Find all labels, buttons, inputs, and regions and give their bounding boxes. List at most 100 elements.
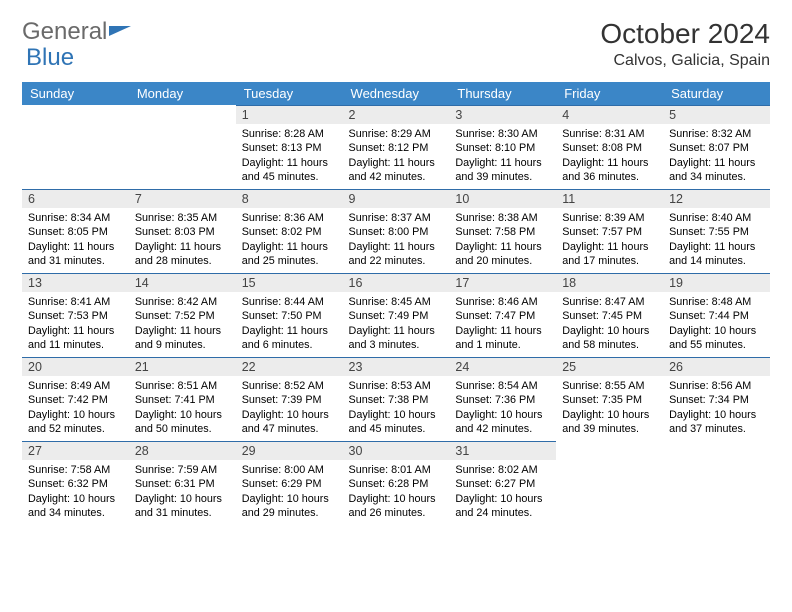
- day-number: 7: [129, 189, 236, 208]
- calendar-cell: 20Sunrise: 8:49 AMSunset: 7:42 PMDayligh…: [22, 357, 129, 441]
- calendar-cell: 29Sunrise: 8:00 AMSunset: 6:29 PMDayligh…: [236, 441, 343, 525]
- day-number: 23: [343, 357, 450, 376]
- day-content: Sunrise: 7:59 AMSunset: 6:31 PMDaylight:…: [129, 460, 236, 523]
- day-number: 19: [663, 273, 770, 292]
- calendar-cell: 19Sunrise: 8:48 AMSunset: 7:44 PMDayligh…: [663, 273, 770, 357]
- calendar-cell: 31Sunrise: 8:02 AMSunset: 6:27 PMDayligh…: [449, 441, 556, 525]
- day-number: 5: [663, 105, 770, 124]
- day-number: 24: [449, 357, 556, 376]
- calendar-cell: 26Sunrise: 8:56 AMSunset: 7:34 PMDayligh…: [663, 357, 770, 441]
- weekday-header: Monday: [129, 82, 236, 105]
- day-content: Sunrise: 8:36 AMSunset: 8:02 PMDaylight:…: [236, 208, 343, 271]
- logo-text-general: General: [22, 18, 107, 46]
- day-number: 29: [236, 441, 343, 460]
- calendar-cell: 2Sunrise: 8:29 AMSunset: 8:12 PMDaylight…: [343, 105, 450, 189]
- day-content: Sunrise: 8:55 AMSunset: 7:35 PMDaylight:…: [556, 376, 663, 439]
- month-title: October 2024: [600, 18, 770, 50]
- calendar-cell: [129, 105, 236, 189]
- calendar-cell: [22, 105, 129, 189]
- day-content: Sunrise: 7:58 AMSunset: 6:32 PMDaylight:…: [22, 460, 129, 523]
- day-content: Sunrise: 8:54 AMSunset: 7:36 PMDaylight:…: [449, 376, 556, 439]
- calendar-cell: 24Sunrise: 8:54 AMSunset: 7:36 PMDayligh…: [449, 357, 556, 441]
- calendar-row: 27Sunrise: 7:58 AMSunset: 6:32 PMDayligh…: [22, 441, 770, 525]
- calendar-cell: 10Sunrise: 8:38 AMSunset: 7:58 PMDayligh…: [449, 189, 556, 273]
- day-number: 9: [343, 189, 450, 208]
- day-number: 3: [449, 105, 556, 124]
- calendar-cell: 1Sunrise: 8:28 AMSunset: 8:13 PMDaylight…: [236, 105, 343, 189]
- day-content: Sunrise: 8:28 AMSunset: 8:13 PMDaylight:…: [236, 124, 343, 187]
- calendar-table: SundayMondayTuesdayWednesdayThursdayFrid…: [22, 82, 770, 525]
- calendar-cell: 3Sunrise: 8:30 AMSunset: 8:10 PMDaylight…: [449, 105, 556, 189]
- day-number: 14: [129, 273, 236, 292]
- day-content: Sunrise: 8:29 AMSunset: 8:12 PMDaylight:…: [343, 124, 450, 187]
- calendar-cell: 4Sunrise: 8:31 AMSunset: 8:08 PMDaylight…: [556, 105, 663, 189]
- calendar-head: SundayMondayTuesdayWednesdayThursdayFrid…: [22, 82, 770, 105]
- day-number: 8: [236, 189, 343, 208]
- day-number: 22: [236, 357, 343, 376]
- day-number: 15: [236, 273, 343, 292]
- weekday-header: Wednesday: [343, 82, 450, 105]
- calendar-cell: 12Sunrise: 8:40 AMSunset: 7:55 PMDayligh…: [663, 189, 770, 273]
- logo-text-blue: Blue: [26, 44, 74, 72]
- day-content: Sunrise: 8:46 AMSunset: 7:47 PMDaylight:…: [449, 292, 556, 355]
- day-number: 13: [22, 273, 129, 292]
- calendar-cell: 14Sunrise: 8:42 AMSunset: 7:52 PMDayligh…: [129, 273, 236, 357]
- day-content: Sunrise: 8:44 AMSunset: 7:50 PMDaylight:…: [236, 292, 343, 355]
- logo: General: [22, 18, 131, 46]
- title-block: October 2024 Calvos, Galicia, Spain: [600, 18, 770, 70]
- header: General October 2024 Calvos, Galicia, Sp…: [22, 18, 770, 70]
- calendar-cell: 21Sunrise: 8:51 AMSunset: 7:41 PMDayligh…: [129, 357, 236, 441]
- day-content: Sunrise: 8:49 AMSunset: 7:42 PMDaylight:…: [22, 376, 129, 439]
- day-content: Sunrise: 8:32 AMSunset: 8:07 PMDaylight:…: [663, 124, 770, 187]
- calendar-cell: 16Sunrise: 8:45 AMSunset: 7:49 PMDayligh…: [343, 273, 450, 357]
- day-content: Sunrise: 8:42 AMSunset: 7:52 PMDaylight:…: [129, 292, 236, 355]
- day-content: Sunrise: 8:53 AMSunset: 7:38 PMDaylight:…: [343, 376, 450, 439]
- day-number: 4: [556, 105, 663, 124]
- calendar-cell: 8Sunrise: 8:36 AMSunset: 8:02 PMDaylight…: [236, 189, 343, 273]
- calendar-cell: [663, 441, 770, 525]
- weekday-header: Tuesday: [236, 82, 343, 105]
- day-content: Sunrise: 8:34 AMSunset: 8:05 PMDaylight:…: [22, 208, 129, 271]
- day-content: Sunrise: 8:48 AMSunset: 7:44 PMDaylight:…: [663, 292, 770, 355]
- calendar-row: 20Sunrise: 8:49 AMSunset: 7:42 PMDayligh…: [22, 357, 770, 441]
- day-number: 12: [663, 189, 770, 208]
- calendar-cell: 27Sunrise: 7:58 AMSunset: 6:32 PMDayligh…: [22, 441, 129, 525]
- day-content: Sunrise: 8:31 AMSunset: 8:08 PMDaylight:…: [556, 124, 663, 187]
- day-number: 17: [449, 273, 556, 292]
- calendar-cell: 6Sunrise: 8:34 AMSunset: 8:05 PMDaylight…: [22, 189, 129, 273]
- calendar-row: 13Sunrise: 8:41 AMSunset: 7:53 PMDayligh…: [22, 273, 770, 357]
- calendar-cell: 22Sunrise: 8:52 AMSunset: 7:39 PMDayligh…: [236, 357, 343, 441]
- calendar-row: 6Sunrise: 8:34 AMSunset: 8:05 PMDaylight…: [22, 189, 770, 273]
- day-content: Sunrise: 8:56 AMSunset: 7:34 PMDaylight:…: [663, 376, 770, 439]
- day-number: 30: [343, 441, 450, 460]
- calendar-cell: 30Sunrise: 8:01 AMSunset: 6:28 PMDayligh…: [343, 441, 450, 525]
- day-number: 20: [22, 357, 129, 376]
- day-content: Sunrise: 8:37 AMSunset: 8:00 PMDaylight:…: [343, 208, 450, 271]
- day-number: 31: [449, 441, 556, 460]
- day-number: 27: [22, 441, 129, 460]
- calendar-cell: 11Sunrise: 8:39 AMSunset: 7:57 PMDayligh…: [556, 189, 663, 273]
- calendar-cell: 23Sunrise: 8:53 AMSunset: 7:38 PMDayligh…: [343, 357, 450, 441]
- day-content: Sunrise: 8:02 AMSunset: 6:27 PMDaylight:…: [449, 460, 556, 523]
- day-content: Sunrise: 8:51 AMSunset: 7:41 PMDaylight:…: [129, 376, 236, 439]
- weekday-header: Thursday: [449, 82, 556, 105]
- day-content: Sunrise: 8:41 AMSunset: 7:53 PMDaylight:…: [22, 292, 129, 355]
- day-content: Sunrise: 8:01 AMSunset: 6:28 PMDaylight:…: [343, 460, 450, 523]
- day-content: Sunrise: 8:00 AMSunset: 6:29 PMDaylight:…: [236, 460, 343, 523]
- calendar-cell: 28Sunrise: 7:59 AMSunset: 6:31 PMDayligh…: [129, 441, 236, 525]
- day-content: Sunrise: 8:39 AMSunset: 7:57 PMDaylight:…: [556, 208, 663, 271]
- day-content: Sunrise: 8:45 AMSunset: 7:49 PMDaylight:…: [343, 292, 450, 355]
- day-number: 16: [343, 273, 450, 292]
- day-number: 2: [343, 105, 450, 124]
- day-content: Sunrise: 8:30 AMSunset: 8:10 PMDaylight:…: [449, 124, 556, 187]
- day-content: Sunrise: 8:47 AMSunset: 7:45 PMDaylight:…: [556, 292, 663, 355]
- calendar-cell: 13Sunrise: 8:41 AMSunset: 7:53 PMDayligh…: [22, 273, 129, 357]
- day-content: Sunrise: 8:38 AMSunset: 7:58 PMDaylight:…: [449, 208, 556, 271]
- calendar-cell: [556, 441, 663, 525]
- calendar-body: 1Sunrise: 8:28 AMSunset: 8:13 PMDaylight…: [22, 105, 770, 525]
- day-number: 25: [556, 357, 663, 376]
- day-number: 28: [129, 441, 236, 460]
- weekday-header: Sunday: [22, 82, 129, 105]
- weekday-header: Saturday: [663, 82, 770, 105]
- calendar-cell: 15Sunrise: 8:44 AMSunset: 7:50 PMDayligh…: [236, 273, 343, 357]
